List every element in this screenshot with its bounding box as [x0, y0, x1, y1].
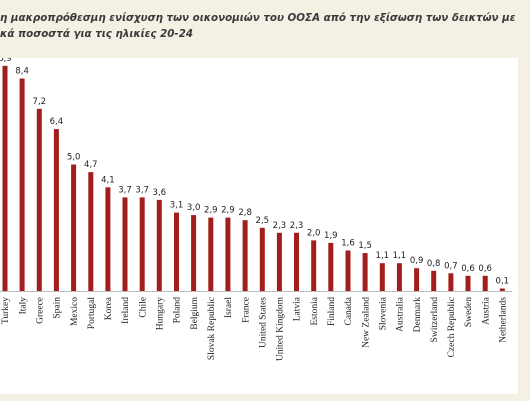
category-label: Ireland [121, 297, 131, 324]
value-label: 1,6 [341, 239, 355, 249]
category-label: Italy [18, 297, 28, 315]
chart-title: η μακροπρόθεσμη ενίσχυση των οικονομιών … [0, 12, 516, 40]
category-label: Turkey [1, 297, 11, 324]
bar-slovenia [379, 263, 385, 291]
category-label: Estonia [310, 296, 320, 325]
value-label: 3,1 [170, 201, 184, 211]
value-label: 1,1 [393, 251, 407, 261]
bar-czech-republic [448, 273, 454, 291]
bar-ireland [122, 197, 128, 291]
category-label: Israel [224, 297, 234, 318]
value-label: 8,9 [0, 58, 12, 64]
category-label: Latvia [293, 296, 303, 321]
category-label: New Zealand [361, 297, 371, 348]
value-label: 1,1 [376, 251, 390, 261]
value-label: 2,3 [290, 221, 304, 231]
bar-latvia [294, 232, 299, 291]
value-label: 5,0 [67, 153, 81, 163]
bar-australia [396, 263, 402, 291]
category-label: Spain [53, 297, 63, 319]
bar-denmark [414, 268, 420, 291]
category-label: Slovenia [378, 296, 388, 330]
bar-canada [345, 250, 351, 291]
bar-greece [36, 108, 42, 291]
page-margin [518, 58, 530, 394]
category-label: Australia [396, 296, 406, 332]
bar-turkey [2, 65, 8, 291]
value-label: 1,9 [324, 231, 338, 241]
value-label: 8,4 [15, 67, 29, 77]
value-label: 0,7 [444, 261, 458, 271]
value-label: 3,7 [118, 185, 132, 195]
value-label: 3,0 [187, 203, 201, 213]
category-label: Hungary [155, 297, 165, 330]
value-label: 0,1 [496, 277, 510, 287]
value-label: 3,7 [135, 185, 149, 195]
category-label: Denmark [413, 297, 423, 333]
bar-korea [105, 187, 111, 291]
category-label: Slovak Republic [207, 297, 217, 360]
bar-belgium [191, 215, 197, 291]
category-label: Finland [327, 297, 337, 326]
value-label: 2,9 [204, 206, 218, 216]
value-label: 2,8 [238, 208, 252, 218]
bar-estonia [311, 240, 317, 291]
category-label: Portugal [87, 297, 97, 330]
category-label: Austria [481, 296, 491, 325]
category-label: Czech Republic [447, 297, 457, 357]
value-label: 3,6 [153, 188, 167, 198]
value-label: 4,7 [84, 160, 98, 170]
bar-italy [19, 78, 25, 291]
value-label: 0,6 [461, 264, 475, 274]
category-label: Belgium [190, 296, 200, 329]
bar-austria [482, 275, 488, 291]
bar-spain [53, 129, 59, 291]
category-label: Mexico [70, 297, 80, 326]
bar-united-states [259, 227, 265, 292]
bar-sweden [465, 275, 471, 291]
category-label: Korea [104, 296, 114, 320]
value-label: 0,9 [410, 256, 424, 266]
chart-panel: 8,9 Turkey 8,4 Italy 7,2 Greece 6,4 Spain 5,0 Mex… [0, 58, 518, 394]
bar-slovak-republic [208, 217, 214, 291]
category-label: Sweden [464, 297, 474, 327]
bar-new-zealand [362, 253, 368, 292]
value-label: 2,9 [221, 206, 235, 216]
bar-switzerland [431, 270, 437, 291]
category-label: France [241, 297, 251, 323]
value-label: 2,3 [273, 221, 287, 231]
category-label: Chile [138, 297, 148, 318]
bar-chart: 8,9 Turkey 8,4 Italy 7,2 Greece 6,4 Spain 5,0 Mex… [0, 58, 513, 361]
value-label: 1,5 [358, 241, 372, 251]
category-label: Greece [35, 297, 45, 324]
bar-hungary [156, 199, 162, 291]
value-label: 2,5 [256, 216, 270, 226]
category-label: United States [258, 297, 268, 348]
category-label: Canada [344, 296, 354, 325]
bar-finland [328, 242, 334, 291]
bar-united-kingdom [276, 232, 282, 291]
category-label: Netherlands [498, 297, 508, 343]
value-label: 2,0 [307, 228, 321, 238]
value-label: 0,6 [478, 264, 492, 274]
category-label: Poland [173, 297, 183, 324]
category-label: Switzerland [430, 297, 440, 343]
bar-netherlands [499, 288, 505, 291]
bar-portugal [88, 172, 94, 291]
bar-mexico [71, 164, 77, 291]
bar-poland [174, 212, 179, 291]
bar-israel [225, 217, 231, 291]
value-label: 0,8 [427, 259, 441, 269]
bar-france [242, 220, 248, 291]
category-label: United Kingdom [276, 296, 286, 361]
value-label: 7,2 [33, 97, 47, 107]
value-label: 6,4 [50, 117, 64, 127]
value-label: 4,1 [101, 175, 115, 185]
bar-chile [139, 197, 145, 291]
